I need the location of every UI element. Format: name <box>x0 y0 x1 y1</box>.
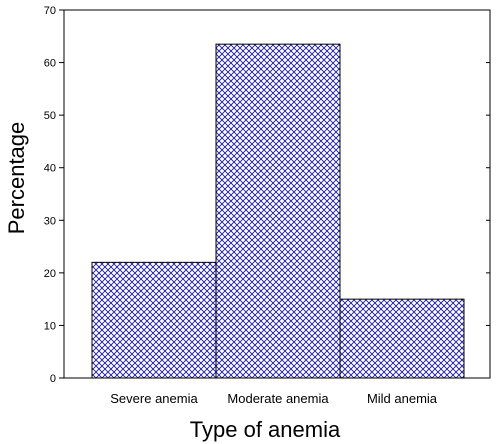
y-tick-label: 40 <box>44 163 56 175</box>
x-axis-title: Type of anemia <box>190 417 341 442</box>
y-tick-label: 30 <box>44 215 56 227</box>
y-tick-label: 10 <box>44 320 56 332</box>
bar-moderate-anemia <box>215 43 341 379</box>
x-tick-label: Moderate anemia <box>227 391 329 406</box>
y-tick-label: 50 <box>44 110 56 122</box>
x-tick-label: Severe anemia <box>110 391 198 406</box>
bars-group <box>91 43 465 379</box>
x-tick-label: Mild anemia <box>367 391 438 406</box>
bar-mild-anemia <box>339 298 465 379</box>
bar-severe-anemia <box>91 261 217 379</box>
y-tick-label: 70 <box>44 5 56 17</box>
x-axis: Severe anemia Moderate anemia Mild anemia <box>110 391 438 406</box>
y-tick-label: 20 <box>44 268 56 280</box>
y-tick-label: 60 <box>44 58 56 70</box>
y-axis: 0 10 20 30 40 50 60 70 <box>44 5 490 385</box>
y-tick-label: 0 <box>50 373 56 385</box>
y-axis-title: Percentage <box>4 122 29 235</box>
